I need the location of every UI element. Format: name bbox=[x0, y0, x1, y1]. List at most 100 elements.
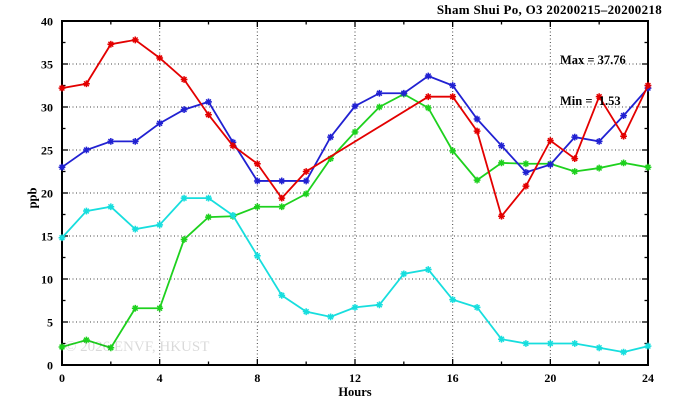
series-blue-marker bbox=[498, 142, 505, 150]
series-cyan-marker bbox=[351, 303, 359, 311]
series-green-marker bbox=[522, 160, 530, 168]
series-blue-marker bbox=[205, 98, 212, 106]
y-tick-label: 35 bbox=[41, 58, 53, 72]
series-green-marker bbox=[644, 163, 652, 171]
y-tick-label: 30 bbox=[41, 101, 53, 115]
series-blue-marker bbox=[58, 163, 66, 171]
series-red-marker bbox=[595, 93, 603, 101]
series-blue-marker bbox=[522, 168, 530, 176]
series-blue-marker bbox=[327, 133, 334, 141]
y-tick-label: 40 bbox=[41, 15, 53, 29]
series-red-marker bbox=[522, 182, 530, 190]
x-tick-label: 16 bbox=[447, 371, 459, 385]
series-green-marker bbox=[83, 336, 90, 344]
series-red-marker bbox=[546, 137, 554, 144]
series-red-marker bbox=[620, 132, 627, 140]
x-tick-label: 0 bbox=[59, 371, 65, 385]
series-green-marker bbox=[107, 344, 115, 352]
series-blue-marker bbox=[620, 112, 627, 119]
series-blue-marker bbox=[107, 137, 115, 145]
series-blue-marker bbox=[156, 119, 164, 127]
series-blue-marker bbox=[571, 133, 579, 141]
series-green-marker bbox=[327, 155, 334, 163]
series-red-marker bbox=[229, 142, 237, 150]
series-blue-marker bbox=[424, 72, 432, 80]
series-cyan-marker bbox=[546, 340, 554, 347]
series-blue-marker bbox=[83, 146, 90, 154]
chart-title: Sham Shui Po, O3 20200215–20200218 bbox=[436, 2, 662, 17]
series-cyan-marker bbox=[83, 207, 90, 215]
series-cyan-marker bbox=[278, 291, 286, 299]
series-red-marker bbox=[83, 80, 90, 88]
series-green-marker bbox=[205, 213, 212, 221]
x-tick-label: 4 bbox=[157, 371, 163, 385]
x-tick-label: 12 bbox=[349, 371, 361, 385]
series-cyan-marker bbox=[131, 225, 139, 233]
series-green-marker bbox=[253, 203, 261, 211]
series-red-marker bbox=[107, 40, 115, 48]
series-green-marker bbox=[351, 128, 359, 136]
series-green-marker bbox=[376, 103, 383, 111]
series-blue-marker bbox=[546, 161, 554, 169]
series-red-marker bbox=[424, 93, 432, 101]
series-green-marker bbox=[302, 190, 310, 198]
series-red-marker bbox=[180, 76, 188, 83]
series-red-marker bbox=[156, 54, 164, 62]
series-cyan-marker bbox=[522, 340, 530, 347]
series-cyan-marker bbox=[229, 211, 237, 219]
series-green-marker bbox=[571, 168, 579, 175]
y-tick-label: 20 bbox=[41, 187, 53, 201]
series-blue-marker bbox=[180, 106, 188, 113]
legend-max-line: Max = 37.76 bbox=[560, 53, 626, 67]
series-green-marker bbox=[58, 343, 66, 351]
series-green-marker bbox=[473, 176, 481, 184]
series-red-marker bbox=[205, 111, 212, 119]
y-axis-label: ppb bbox=[25, 187, 40, 209]
y-tick-label: 15 bbox=[41, 230, 53, 244]
series-red-marker bbox=[571, 155, 579, 163]
series-cyan-marker bbox=[302, 308, 310, 316]
series-cyan-marker bbox=[400, 270, 408, 278]
y-tick-label: 5 bbox=[47, 316, 53, 330]
series-green-marker bbox=[449, 147, 457, 155]
series-cyan-marker bbox=[473, 303, 481, 311]
series-blue-marker bbox=[229, 138, 237, 146]
series-blue-marker bbox=[449, 82, 457, 89]
series-blue-marker bbox=[131, 137, 139, 145]
series-cyan-marker bbox=[180, 194, 188, 202]
series-red-marker bbox=[58, 84, 66, 92]
series-green-marker bbox=[595, 164, 603, 172]
series-cyan-marker bbox=[253, 252, 261, 260]
series-blue-marker bbox=[351, 102, 359, 110]
y-tick-label: 0 bbox=[47, 359, 53, 373]
series-blue-marker bbox=[595, 137, 603, 145]
x-tick-label: 24 bbox=[642, 371, 654, 385]
series-red-marker bbox=[278, 194, 286, 202]
series-cyan-marker bbox=[498, 335, 505, 343]
series-cyan-marker bbox=[376, 301, 383, 309]
series-red-marker bbox=[449, 93, 457, 101]
y-tick-label: 10 bbox=[41, 273, 53, 287]
series-red-marker bbox=[131, 36, 139, 44]
series-blue-marker bbox=[253, 177, 261, 185]
series-green-marker bbox=[424, 104, 432, 112]
series-red-marker bbox=[302, 168, 310, 175]
series-green-marker bbox=[620, 159, 627, 167]
series-cyan-marker bbox=[424, 266, 432, 273]
series-green-marker bbox=[180, 236, 188, 243]
series-red-marker bbox=[253, 160, 261, 168]
series-red-marker bbox=[473, 127, 481, 135]
series-blue-marker bbox=[302, 177, 310, 185]
series-cyan-marker bbox=[644, 342, 652, 350]
series-cyan-marker bbox=[156, 221, 164, 229]
x-tick-label: 8 bbox=[254, 371, 260, 385]
stats-legend: Max = 37.76 Min = 1.53 bbox=[560, 27, 626, 135]
series-cyan-marker bbox=[107, 203, 115, 211]
series-red-marker bbox=[498, 212, 505, 220]
series-green-marker bbox=[156, 304, 164, 312]
x-tick-label: 20 bbox=[544, 371, 556, 385]
series-green-marker bbox=[278, 203, 286, 211]
series-green-marker bbox=[498, 159, 505, 167]
